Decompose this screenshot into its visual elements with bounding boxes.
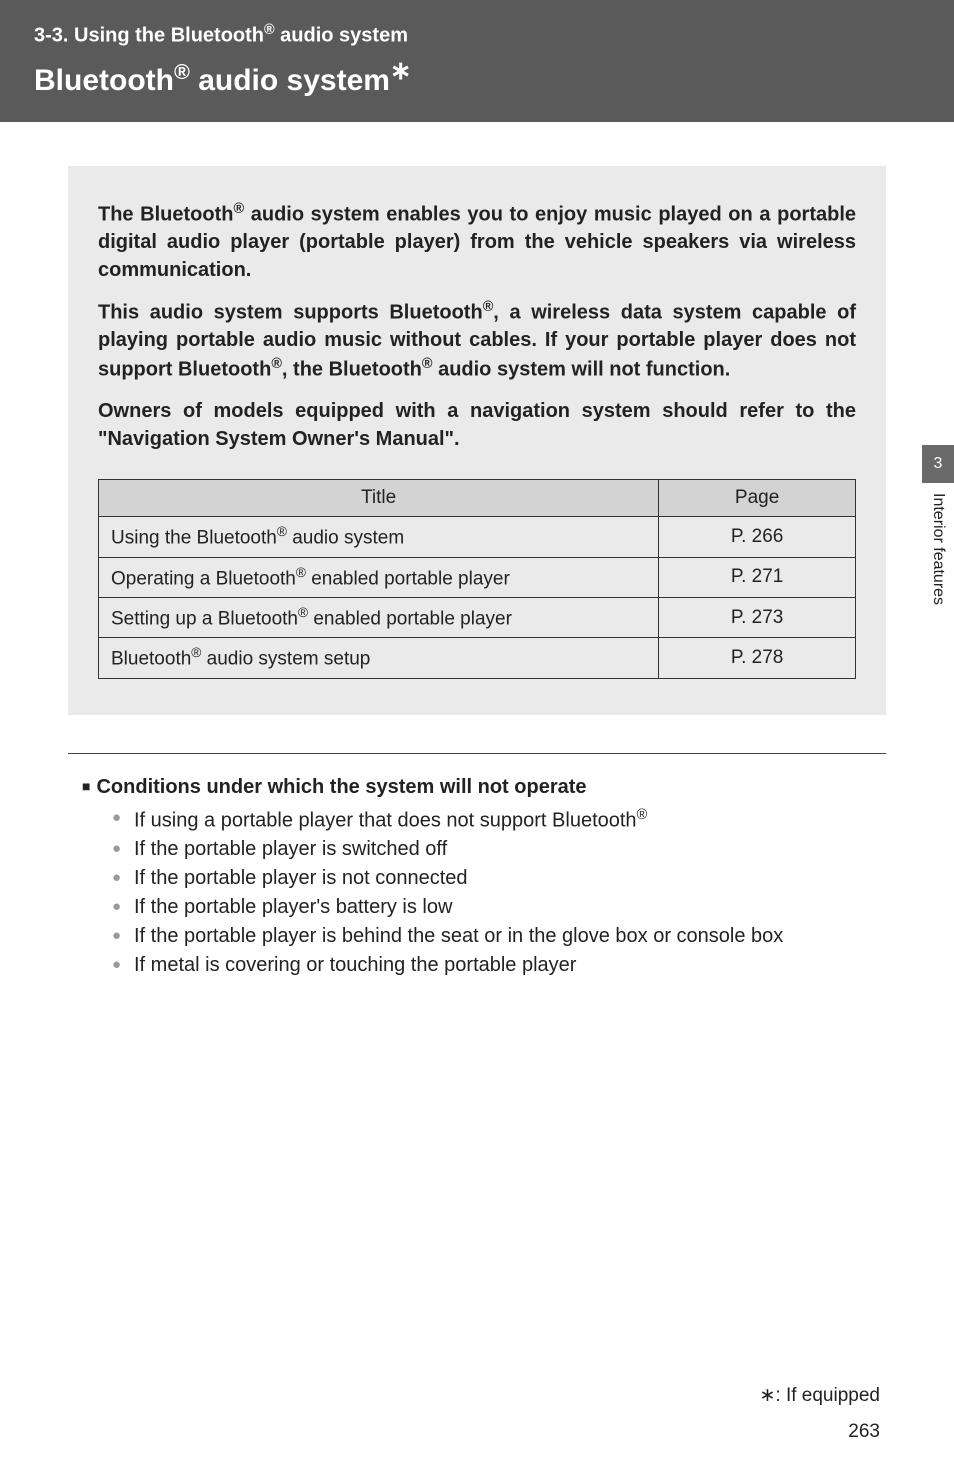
- table-row: Setting up a Bluetooth® enabled portable…: [99, 598, 856, 638]
- section-suffix: audio system: [275, 25, 408, 47]
- list-item: If the portable player is switched off: [112, 838, 886, 861]
- reg-mark-icon: ®: [296, 565, 306, 580]
- title-cell: Operating a Bluetooth® enabled portable …: [99, 557, 659, 597]
- list-item: If metal is covering or touching the por…: [112, 954, 886, 977]
- chapter-label: Interior features: [929, 483, 947, 605]
- side-tab: 3 Interior features: [922, 445, 954, 605]
- reg-mark-icon: ®: [422, 356, 433, 372]
- reg-mark-icon: ®: [234, 201, 245, 217]
- square-bullet-icon: ■: [82, 778, 90, 794]
- intro-p2-a: This audio system supports Bluetooth: [98, 302, 483, 324]
- cell-text: Using the Bluetooth: [111, 528, 277, 549]
- cell-text: Bluetooth: [111, 649, 191, 670]
- section-breadcrumb: 3-3. Using the Bluetooth® audio system: [34, 22, 920, 48]
- title-cell: Using the Bluetooth® audio system: [99, 517, 659, 557]
- chapter-number: 3: [922, 445, 954, 483]
- footnote-star-icon: ∗: [759, 1385, 775, 1406]
- intro-paragraph-3: Owners of models equipped with a navigat…: [98, 398, 856, 453]
- reg-mark-icon: ®: [271, 356, 282, 372]
- reg-mark-icon: ®: [264, 22, 275, 38]
- divider: [68, 753, 886, 754]
- index-table: Title Page Using the Bluetooth® audio sy…: [98, 479, 856, 678]
- list-item: If the portable player is not connected: [112, 867, 886, 890]
- reg-mark-icon: ®: [483, 299, 494, 315]
- page-title: Bluetooth® audio system∗: [34, 56, 920, 98]
- page-footer: ∗: If equipped 263: [759, 1384, 880, 1443]
- cell-text: Setting up a Bluetooth: [111, 608, 298, 629]
- title-cell: Setting up a Bluetooth® enabled portable…: [99, 598, 659, 638]
- footnote-star-icon: ∗: [390, 57, 411, 85]
- page-cell: P. 266: [659, 517, 856, 557]
- intro-paragraph-1: The Bluetooth® audio system enables you …: [98, 200, 856, 284]
- reg-mark-icon: ®: [277, 524, 287, 539]
- intro-panel: The Bluetooth® audio system enables you …: [68, 166, 886, 715]
- intro-paragraph-2: This audio system supports Bluetooth®, a…: [98, 298, 856, 384]
- header-banner: 3-3. Using the Bluetooth® audio system B…: [0, 0, 954, 122]
- col-page: Page: [659, 480, 856, 517]
- section-num: 3-3. Using the Bluetooth: [34, 25, 264, 47]
- intro-p2-d: audio system will not function.: [433, 359, 731, 381]
- cell-text: Operating a Bluetooth: [111, 568, 296, 589]
- cell-text: enabled portable player: [306, 568, 510, 589]
- table-row: Bluetooth® audio system setup P. 278: [99, 638, 856, 678]
- table-row: Operating a Bluetooth® enabled portable …: [99, 557, 856, 597]
- conditions-section: ■ Conditions under which the system will …: [68, 753, 886, 978]
- title-post: audio system: [190, 64, 390, 97]
- title-cell: Bluetooth® audio system setup: [99, 638, 659, 678]
- col-title: Title: [99, 480, 659, 517]
- list-item: If the portable player's battery is low: [112, 896, 886, 919]
- page-number: 263: [759, 1421, 880, 1443]
- reg-mark-icon: ®: [191, 645, 201, 660]
- table-row: Using the Bluetooth® audio system P. 266: [99, 517, 856, 557]
- cell-text: audio system: [287, 528, 404, 549]
- cell-text: audio system setup: [201, 649, 370, 670]
- title-pre: Bluetooth: [34, 64, 174, 97]
- reg-mark-icon: ®: [298, 605, 308, 620]
- footnote-text: : If equipped: [775, 1385, 880, 1406]
- footnote-equipped: ∗: If equipped: [759, 1384, 880, 1407]
- intro-p1-a: The Bluetooth: [98, 203, 234, 225]
- conditions-heading-text: Conditions under which the system will n…: [96, 776, 586, 798]
- reg-mark-icon: ®: [637, 807, 648, 823]
- page-cell: P. 273: [659, 598, 856, 638]
- table-header-row: Title Page: [99, 480, 856, 517]
- list-item: If the portable player is behind the sea…: [112, 925, 886, 948]
- item-text: If using a portable player that does not…: [134, 809, 637, 831]
- page-cell: P. 271: [659, 557, 856, 597]
- cell-text: enabled portable player: [308, 608, 512, 629]
- intro-p2-c: , the Bluetooth: [282, 359, 422, 381]
- conditions-heading: ■ Conditions under which the system will …: [82, 776, 886, 799]
- page-cell: P. 278: [659, 638, 856, 678]
- reg-mark-icon: ®: [174, 59, 190, 84]
- list-item: If using a portable player that does not…: [112, 807, 886, 833]
